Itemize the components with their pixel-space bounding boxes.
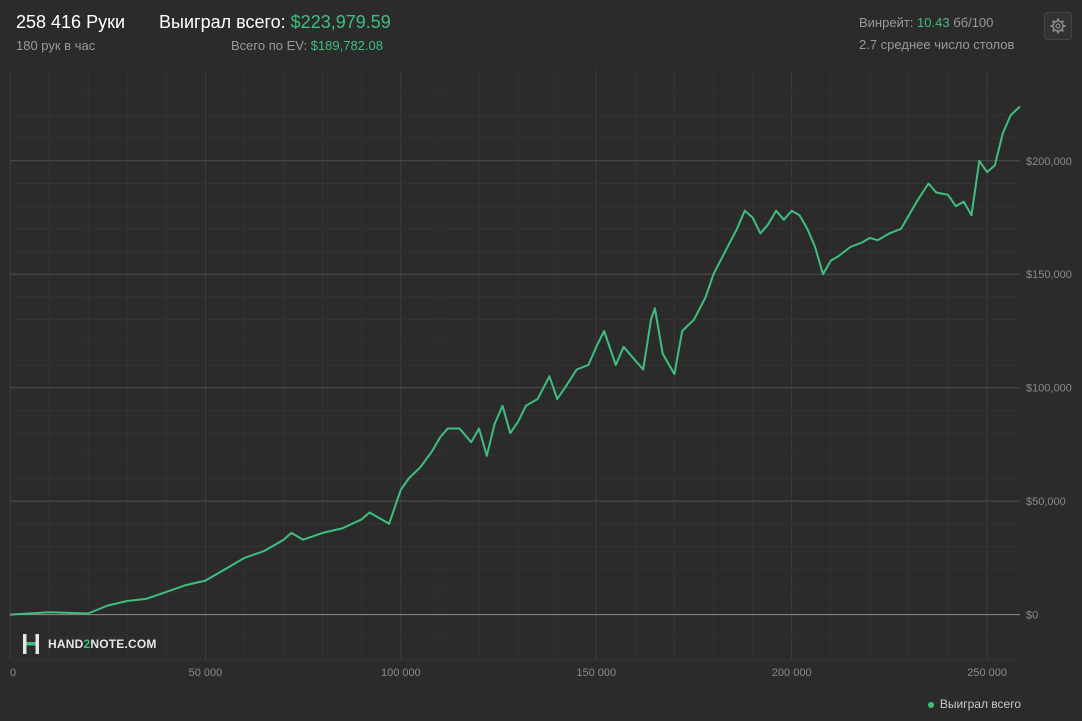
- winrate-unit: бб/100: [953, 15, 994, 30]
- x-tick-label: 250 000: [967, 667, 1007, 679]
- y-tick-label: $100,000: [1026, 383, 1072, 395]
- settings-button[interactable]: [1044, 12, 1072, 40]
- total-won-value: $223,979.59: [290, 12, 391, 32]
- legend-label: Выиграл всего: [939, 697, 1021, 711]
- hands-per-hour: 180 рук в час: [16, 38, 96, 53]
- y-tick-label: $200,000: [1026, 156, 1072, 168]
- total-won-label: Выиграл всего:: [159, 12, 286, 32]
- y-tick-label: $50,000: [1026, 496, 1066, 508]
- gear-icon: [1050, 18, 1066, 34]
- total-ev-value: $189,782.08: [310, 38, 383, 53]
- x-tick-label: 150 000: [576, 667, 616, 679]
- y-tick-label: $0: [1026, 610, 1038, 622]
- watermark-brand: HAND2NOTE.COM: [48, 637, 157, 651]
- h2n-logo-icon: [23, 634, 39, 654]
- watermark-brand-pre: HAND: [48, 637, 84, 651]
- legend-dot: [927, 701, 934, 708]
- total-ev: Всего по EV: $189,782.08: [231, 38, 383, 53]
- stats-header: 258 416 Руки 180 рук в час Выиграл всего…: [0, 0, 1082, 70]
- x-tick-label: 50 000: [189, 667, 223, 679]
- total-won: Выиграл всего: $223,979.59: [159, 12, 391, 33]
- watermark-brand-two: 2: [83, 637, 91, 651]
- y-tick-label: $150,000: [1026, 269, 1072, 281]
- chart-legend[interactable]: Выиграл всего: [927, 697, 1021, 711]
- x-tick-label: 0: [10, 667, 16, 679]
- watermark: HAND2NOTE.COM: [21, 632, 157, 656]
- winrate: Винрейт: 10.43 бб/100: [859, 15, 993, 30]
- x-tick-label: 200 000: [772, 667, 812, 679]
- x-tick-label: 100 000: [381, 667, 421, 679]
- winrate-value: 10.43: [917, 15, 950, 30]
- total-ev-label: Всего по EV:: [231, 38, 308, 53]
- winrate-label: Винрейт:: [859, 15, 914, 30]
- hands-count: 258 416 Руки: [16, 12, 126, 32]
- watermark-brand-post: NOTE.COM: [90, 637, 157, 651]
- avg-tables: 2.7 среднее число столов: [859, 37, 1015, 52]
- series-line: [9, 105, 1021, 616]
